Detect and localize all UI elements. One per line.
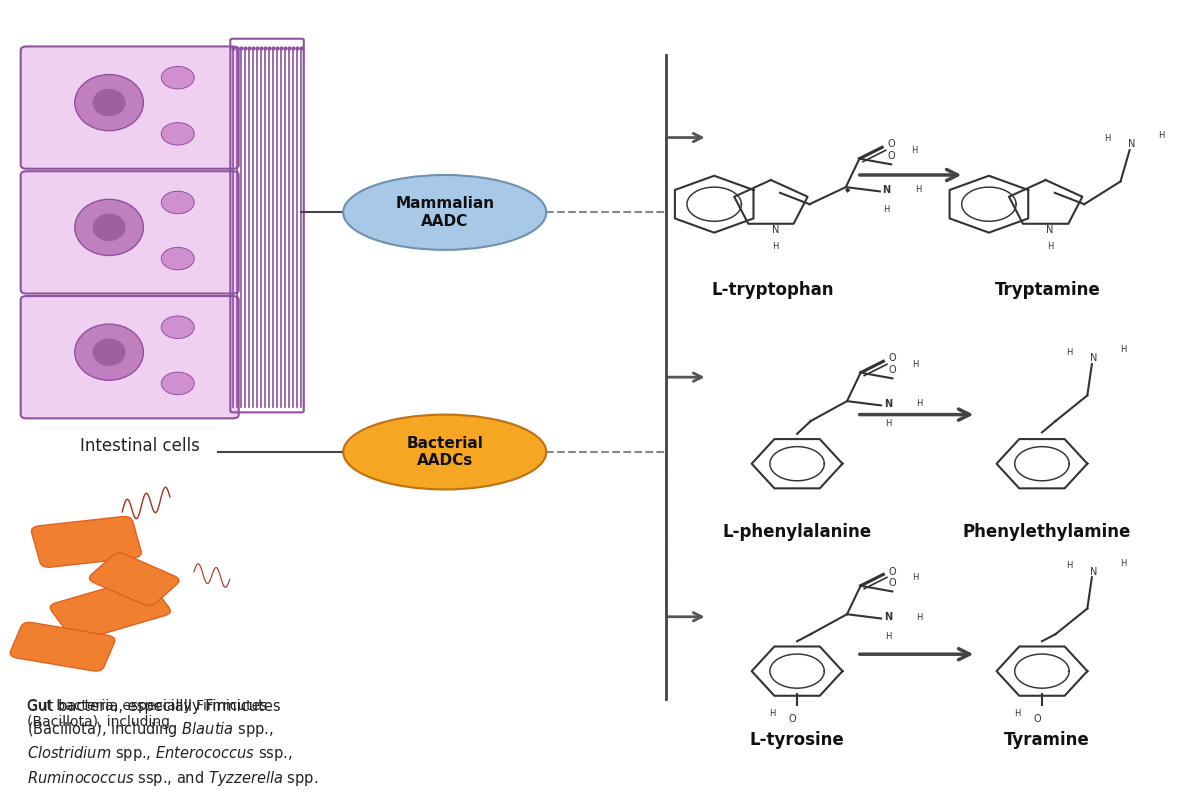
- Text: H: H: [884, 633, 892, 642]
- FancyBboxPatch shape: [31, 517, 142, 567]
- Ellipse shape: [161, 372, 194, 394]
- Text: O: O: [887, 151, 895, 161]
- Ellipse shape: [161, 66, 194, 89]
- Text: Phenylethylamine: Phenylethylamine: [962, 523, 1130, 542]
- Text: Bacterial
AADCs: Bacterial AADCs: [407, 436, 484, 468]
- Text: Gut bacteria, especially Firmicutes
(Bacillota), including $\it{Blautia}$ spp.,
: Gut bacteria, especially Firmicutes (Bac…: [26, 699, 318, 788]
- Text: Intestinal cells: Intestinal cells: [80, 437, 200, 455]
- Ellipse shape: [92, 89, 126, 116]
- Text: Gut bacteria, especially Firmicutes
(Bacillota), including: Gut bacteria, especially Firmicutes (Bac…: [26, 699, 266, 730]
- Text: H: H: [917, 399, 923, 409]
- Ellipse shape: [161, 122, 194, 145]
- Text: O: O: [1033, 714, 1042, 725]
- Text: H: H: [917, 613, 923, 622]
- Text: Tyramine: Tyramine: [1003, 731, 1090, 749]
- Text: H: H: [884, 419, 892, 428]
- Text: O: O: [888, 566, 896, 577]
- Text: ◆: ◆: [845, 187, 851, 193]
- Ellipse shape: [343, 175, 546, 250]
- Text: O: O: [887, 139, 895, 150]
- Text: H: H: [1121, 558, 1127, 567]
- Text: H: H: [912, 360, 918, 369]
- Ellipse shape: [74, 74, 144, 130]
- Text: H: H: [1066, 348, 1073, 358]
- Text: H: H: [769, 710, 775, 718]
- Text: N: N: [883, 612, 892, 622]
- Text: H: H: [1104, 134, 1110, 143]
- Text: H: H: [1158, 131, 1164, 141]
- Text: O: O: [888, 365, 896, 375]
- Text: N: N: [1046, 225, 1054, 235]
- Text: L-phenylalanine: L-phenylalanine: [722, 523, 871, 542]
- Text: N: N: [883, 185, 890, 195]
- FancyBboxPatch shape: [20, 46, 239, 169]
- Text: H: H: [883, 206, 890, 214]
- Ellipse shape: [74, 199, 144, 255]
- Text: H: H: [916, 186, 922, 194]
- Text: N: N: [1128, 139, 1135, 150]
- Text: N: N: [1091, 566, 1098, 577]
- Text: O: O: [888, 354, 896, 363]
- Ellipse shape: [161, 247, 194, 270]
- Text: L-tyrosine: L-tyrosine: [750, 731, 845, 749]
- Text: H: H: [911, 146, 917, 154]
- Ellipse shape: [92, 214, 126, 241]
- FancyBboxPatch shape: [10, 622, 115, 671]
- Text: Mammalian
AADC: Mammalian AADC: [395, 196, 494, 229]
- Text: H: H: [1046, 242, 1054, 251]
- Text: L-tryptophan: L-tryptophan: [712, 281, 834, 299]
- Text: H: H: [1014, 710, 1020, 718]
- FancyBboxPatch shape: [89, 553, 179, 606]
- Text: N: N: [883, 399, 892, 409]
- FancyBboxPatch shape: [20, 296, 239, 418]
- Text: O: O: [788, 714, 797, 725]
- Text: N: N: [1091, 354, 1098, 363]
- Text: H: H: [773, 242, 779, 251]
- Ellipse shape: [161, 316, 194, 338]
- FancyBboxPatch shape: [50, 578, 170, 640]
- FancyBboxPatch shape: [20, 171, 239, 294]
- Text: H: H: [1121, 346, 1127, 354]
- Text: N: N: [772, 225, 779, 235]
- Text: H: H: [912, 573, 918, 582]
- Ellipse shape: [92, 338, 126, 366]
- Text: O: O: [888, 578, 896, 588]
- Ellipse shape: [74, 324, 144, 380]
- Ellipse shape: [343, 414, 546, 490]
- Text: Tryptamine: Tryptamine: [995, 281, 1100, 299]
- Text: H: H: [1066, 562, 1073, 570]
- Ellipse shape: [161, 191, 194, 214]
